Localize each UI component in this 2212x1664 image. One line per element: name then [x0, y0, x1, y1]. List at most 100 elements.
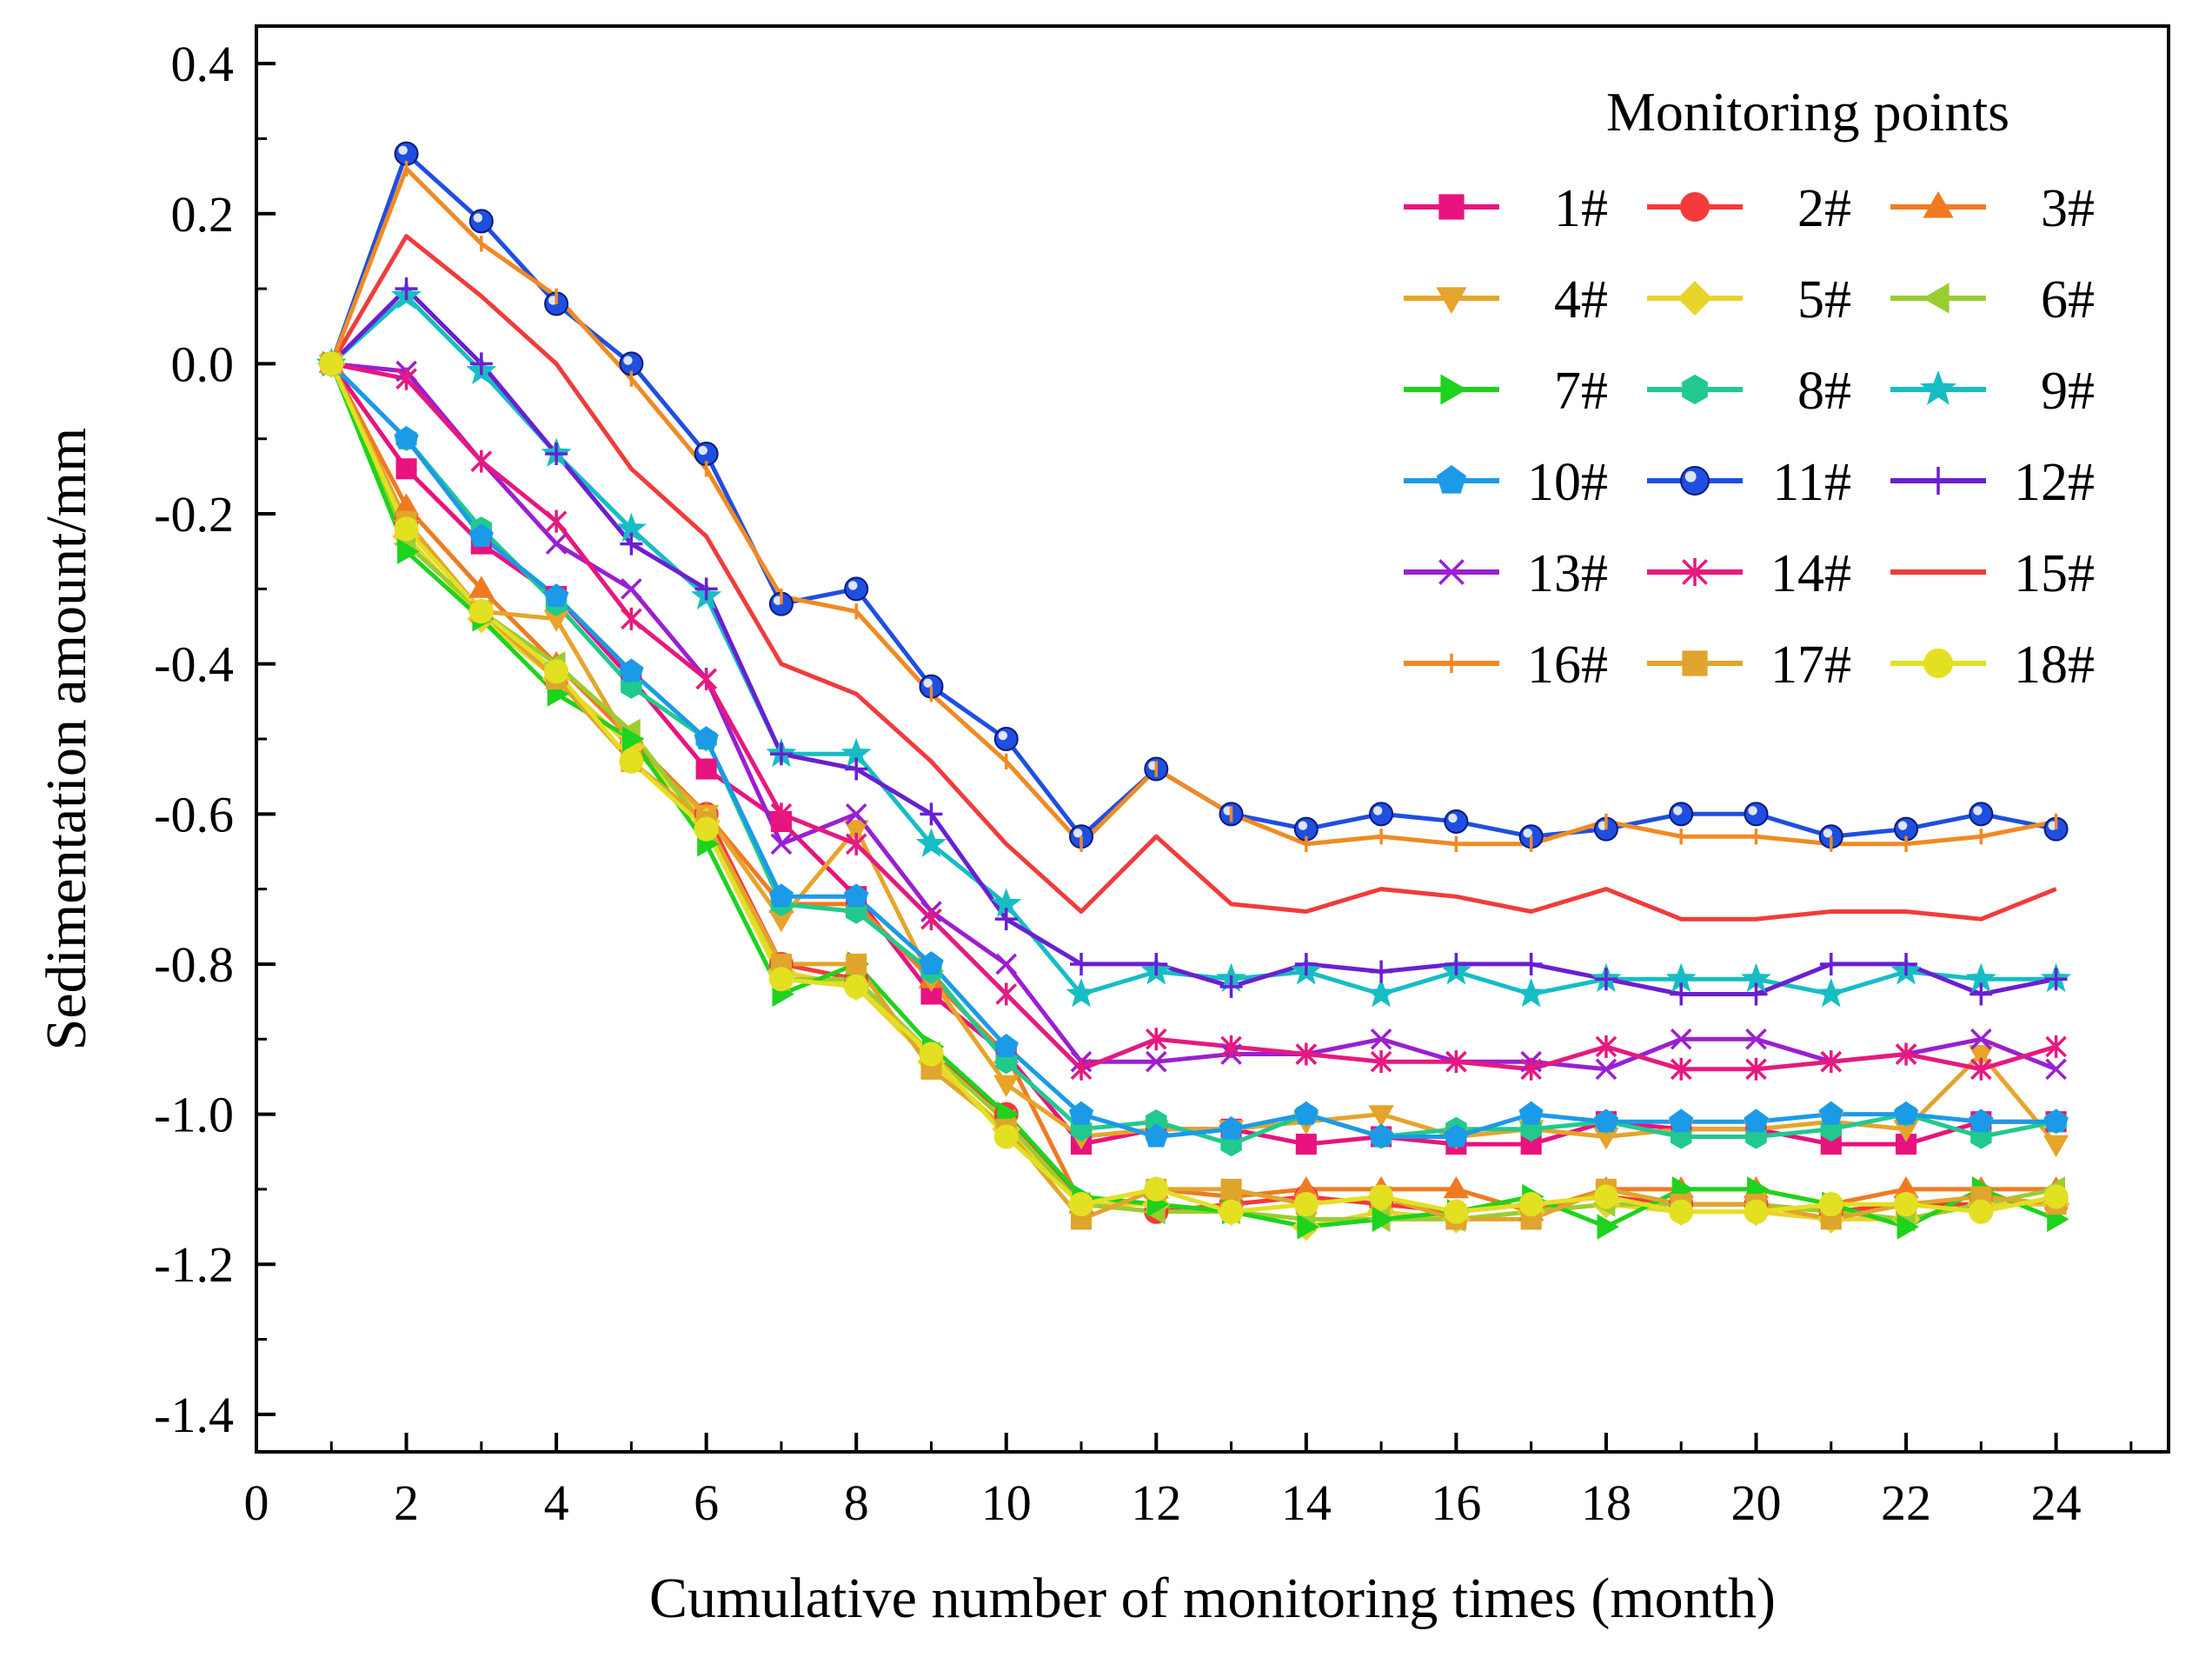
y-tick-label: 0.4: [171, 36, 235, 92]
data-point: [1745, 1057, 1767, 1081]
data-point: [1970, 982, 1993, 1006]
data-point: [1519, 952, 1543, 975]
data-point: [1595, 1058, 1617, 1081]
data-point: [844, 576, 869, 602]
data-point: [845, 832, 867, 855]
data-point: [395, 277, 418, 301]
data-point: [770, 833, 793, 855]
legend-entry: 17#: [1647, 636, 1851, 695]
y-tick-label: 0.2: [171, 186, 235, 243]
data-point: [1444, 809, 1469, 834]
data-point: [1670, 1028, 1692, 1050]
data-point: [1595, 1035, 1617, 1058]
data-point: [1144, 1176, 1169, 1201]
data-point: [1365, 978, 1397, 1008]
data-point: [1969, 1108, 1994, 1133]
data-point: [468, 599, 494, 624]
data-point: [1745, 1028, 1767, 1050]
data-point: [846, 953, 867, 975]
series-markers-14#: [320, 352, 2067, 1081]
legend-swatch-marker: [1438, 194, 1465, 220]
data-point: [1819, 952, 1843, 975]
legend-label: 2#: [1797, 179, 1851, 238]
data-point: [1220, 1178, 1242, 1200]
legend-label: 10#: [1527, 453, 1608, 512]
data-point: [993, 1033, 1019, 1057]
x-tick-label: 2: [394, 1474, 419, 1531]
data-point: [468, 209, 494, 234]
data-point: [468, 576, 495, 598]
data-point: [769, 742, 793, 766]
data-point: [619, 658, 644, 682]
data-point: [468, 523, 494, 547]
data-point: [620, 532, 643, 556]
series-markers-18#: [319, 351, 2069, 1224]
data-point: [995, 982, 1018, 1006]
plot-markers: [316, 141, 2072, 1241]
y-tick-label: -0.6: [154, 786, 234, 842]
data-point: [1895, 952, 1918, 975]
data-point: [694, 577, 718, 601]
series-line-4#: [329, 363, 2058, 1146]
data-point: [1669, 802, 1694, 827]
legend-swatch-marker: [1682, 374, 1708, 405]
data-point: [395, 367, 417, 390]
legend-swatch-marker: [1682, 650, 1708, 676]
data-point: [695, 758, 717, 780]
legend-entry: 18#: [1890, 636, 2095, 695]
data-point: [1295, 1134, 1317, 1155]
legend-label: 14#: [1770, 544, 1851, 603]
legend-label: 4#: [1554, 270, 1608, 329]
data-point: [1670, 1057, 1692, 1081]
data-point: [845, 757, 868, 781]
legend-title: Monitoring points: [1606, 81, 2009, 143]
data-point: [845, 803, 867, 825]
data-point: [2045, 1035, 2067, 1058]
series-markers-10#: [319, 350, 2069, 1148]
data-point: [1518, 1192, 1544, 1217]
legend-entry: 1#: [1404, 179, 1608, 238]
legend-entry: 12#: [1890, 453, 2095, 512]
data-point: [1219, 975, 1243, 998]
data-point: [844, 974, 869, 999]
data-point: [543, 583, 569, 607]
legend-label: 11#: [1772, 453, 1851, 512]
data-point: [1293, 1192, 1319, 1217]
data-point: [2043, 1135, 2069, 1158]
data-point: [1372, 1206, 1395, 1233]
data-point: [394, 425, 419, 449]
data-point: [1066, 978, 1097, 1008]
data-point: [1368, 1105, 1394, 1128]
data-point: [1219, 1199, 1244, 1224]
data-point: [843, 820, 869, 842]
y-axis-title: Sedimentation amount/mm: [35, 428, 98, 1051]
data-point: [619, 749, 644, 774]
data-point: [2045, 1058, 2067, 1081]
data-point: [1670, 982, 1693, 1006]
data-point: [1444, 1199, 1469, 1224]
data-point: [995, 953, 1018, 975]
x-tick-label: 12: [1131, 1474, 1181, 1531]
x-tick-label: 20: [1730, 1474, 1781, 1531]
legend-entry: 10#: [1404, 453, 1608, 512]
x-tick-label: 10: [981, 1474, 1032, 1531]
x-tick-label: 24: [2031, 1474, 2082, 1531]
data-point: [1445, 1050, 1467, 1074]
data-point: [994, 908, 1018, 931]
legend-swatch-marker: [1924, 467, 1952, 495]
y-tick-label: -0.8: [154, 936, 234, 993]
data-point: [545, 509, 568, 533]
data-point: [919, 1042, 944, 1067]
data-point: [1818, 1101, 1843, 1125]
data-point: [1293, 1101, 1319, 1125]
data-point: [395, 458, 417, 480]
data-point: [770, 802, 793, 826]
legend-swatch-marker: [1440, 374, 1468, 405]
data-point: [694, 726, 719, 749]
data-point: [1895, 1042, 1917, 1066]
data-point: [1518, 1101, 1544, 1125]
data-point: [993, 1075, 1020, 1098]
series-line-12#: [329, 286, 2057, 996]
data-point: [768, 883, 794, 908]
